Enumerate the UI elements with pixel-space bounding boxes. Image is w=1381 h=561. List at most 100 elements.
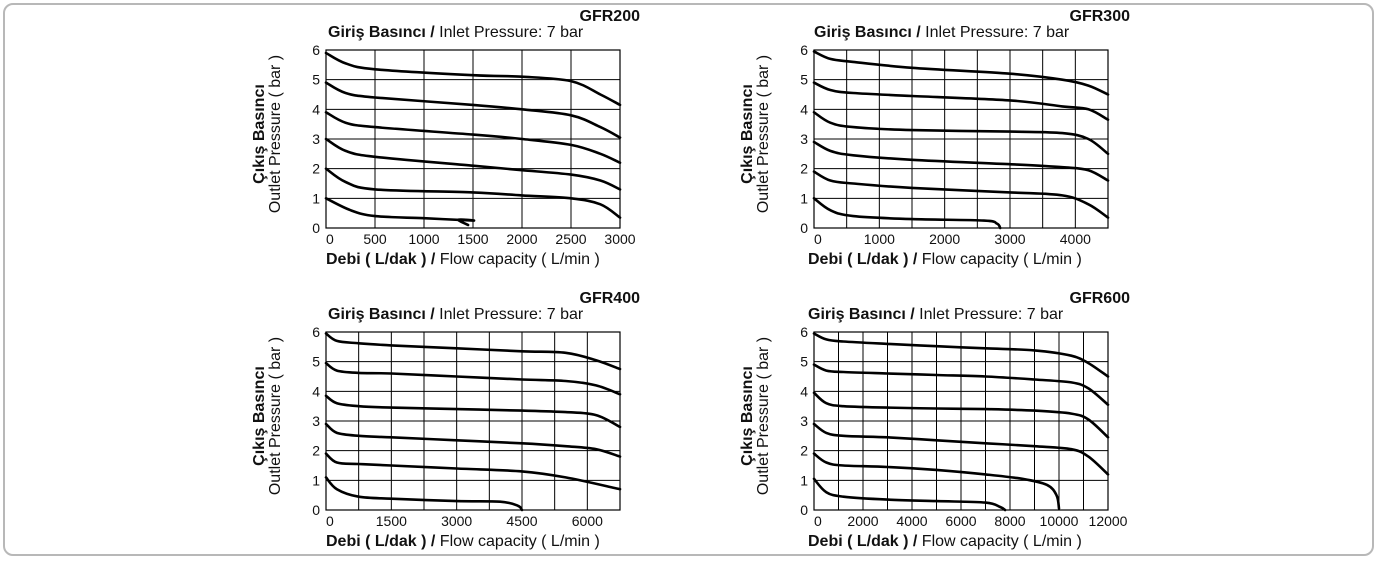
y-axis-label: Çıkış Basıncı Outlet Pressure ( bar ) — [739, 54, 772, 214]
y-tick-label: 5 — [312, 72, 320, 88]
series-line — [324, 111, 622, 164]
y-tick-label: 3 — [800, 131, 808, 147]
plot-frame — [813, 49, 1109, 229]
series-line — [812, 452, 1061, 510]
chart-svg: 0 1500 3000 4500 6000 0 1 2 3 4 5 6 — [312, 324, 622, 529]
y-tick-label: 4 — [800, 383, 808, 399]
y-tick-label: 2 — [800, 161, 808, 177]
x-tick-label: 2000 — [506, 231, 537, 247]
series-line — [324, 332, 622, 371]
y-tick-label: 1 — [800, 472, 808, 488]
series-line — [812, 363, 1110, 406]
x-tick-label: 0 — [326, 231, 334, 247]
y-tick-label: 6 — [800, 42, 808, 58]
series-line — [812, 140, 1110, 182]
x-tick-label: 500 — [363, 231, 387, 247]
series-line — [324, 167, 622, 219]
chart-svg: 0 500 1000 1500 2000 2500 3000 0 1 2 3 4 5 6 — [312, 42, 636, 247]
series-line — [324, 51, 622, 107]
chart-subtitle: Giriş Basıncı / Inlet Pressure: 7 bar — [808, 306, 1064, 323]
series-line — [324, 422, 622, 458]
x-tick-label: 4500 — [506, 513, 537, 529]
series-line — [812, 391, 1110, 439]
x-axis-label: Debi ( L/dak ) / Flow capacity ( L/min ) — [326, 251, 600, 268]
x-tick-label: 4000 — [896, 513, 927, 529]
y-tick-label: 3 — [800, 413, 808, 429]
x-tick-label: 1500 — [457, 231, 488, 247]
x-axis-label: Debi ( L/dak ) / Flow capacity ( L/min ) — [808, 533, 1082, 550]
x-tick-label: 6000 — [945, 513, 976, 529]
chart-gfr200: 0 500 1000 1500 2000 2500 3000 0 1 2 3 4 5 6 GFR200 G… — [251, 6, 712, 276]
y-tick-label: 5 — [800, 354, 808, 370]
y-axis-label: Çıkış Basıncı Outlet Pressure ( bar ) — [739, 336, 772, 496]
y-tick-label: 2 — [312, 443, 320, 459]
y-tick-label: 2 — [800, 443, 808, 459]
chart-subtitle: Giriş Basıncı / Inlet Pressure: 7 bar — [328, 24, 584, 41]
y-tick-label: 6 — [800, 324, 808, 340]
x-tick-label: 6000 — [572, 513, 603, 529]
x-tick-label: 2000 — [847, 513, 878, 529]
series-line — [812, 422, 1110, 476]
y-tick-label: 4 — [800, 101, 808, 117]
chart-gfr400: 0 1500 3000 4500 6000 0 1 2 3 4 5 6 GFR400 Giriş Ba… — [251, 288, 712, 558]
series-line — [812, 81, 1110, 121]
x-tick-label: 2500 — [555, 231, 586, 247]
y-tick-label: 4 — [312, 101, 320, 117]
series-line — [812, 197, 1002, 230]
x-axis-label: Debi ( L/dak ) / Flow capacity ( L/min ) — [808, 251, 1082, 268]
x-tick-label: 1000 — [408, 231, 439, 247]
chart-gfr600: 0 2000 4000 6000 8000 10000 12000 0 1 2 3 4 5 6 GFR60… — [739, 288, 1200, 558]
series-line — [324, 394, 622, 429]
y-tick-label: 3 — [312, 131, 320, 147]
series-line — [812, 170, 1110, 219]
y-axis-label: Çıkış Basıncı Outlet Pressure ( bar ) — [251, 54, 284, 214]
chart-title: GFR200 — [579, 8, 640, 25]
chart-subtitle: Giriş Basıncı / Inlet Pressure: 7 bar — [328, 306, 584, 323]
chart-title: GFR600 — [1069, 290, 1130, 307]
y-tick-label: 5 — [312, 354, 320, 370]
series-line — [812, 50, 1110, 96]
chart-title: GFR400 — [579, 290, 640, 307]
chart-svg: 0 2000 4000 6000 8000 10000 12000 0 1 2 3 4 5 6 — [800, 324, 1128, 529]
y-tick-label: 6 — [312, 42, 320, 58]
y-tick-label: 0 — [312, 220, 320, 236]
x-tick-label: 0 — [326, 513, 334, 529]
x-tick-label: 1500 — [376, 513, 407, 529]
series-line — [812, 477, 1007, 512]
y-tick-label: 1 — [800, 190, 808, 206]
plot-frame — [325, 331, 621, 511]
series-line — [324, 137, 622, 191]
x-tick-label: 1000 — [864, 231, 895, 247]
x-tick-label: 3000 — [994, 231, 1025, 247]
series-line — [324, 361, 622, 396]
x-tick-label: 8000 — [994, 513, 1025, 529]
x-tick-label: 2000 — [929, 231, 960, 247]
x-tick-label: 12000 — [1089, 513, 1128, 529]
x-tick-label: 0 — [814, 231, 822, 247]
y-tick-label: 5 — [800, 72, 808, 88]
page-frame — [3, 3, 1374, 556]
y-tick-label: 6 — [312, 324, 320, 340]
x-tick-label: 0 — [814, 513, 822, 529]
y-tick-label: 4 — [312, 383, 320, 399]
series-line — [324, 81, 622, 139]
x-tick-label: 10000 — [1040, 513, 1079, 529]
chart-title: GFR300 — [1069, 8, 1130, 25]
series-line — [812, 111, 1110, 156]
y-tick-label: 0 — [312, 502, 320, 518]
chart-subtitle: Giriş Basıncı / Inlet Pressure: 7 bar — [814, 24, 1070, 41]
series-line — [324, 197, 476, 227]
series-line — [812, 332, 1110, 378]
y-tick-label: 3 — [312, 413, 320, 429]
x-tick-label: 4000 — [1060, 231, 1091, 247]
plot-frame — [813, 331, 1109, 511]
y-tick-label: 0 — [800, 502, 808, 518]
x-tick-label: 3000 — [441, 513, 472, 529]
x-tick-label: 3000 — [604, 231, 635, 247]
x-axis-label: Debi ( L/dak ) / Flow capacity ( L/min ) — [326, 533, 600, 550]
y-tick-label: 1 — [312, 190, 320, 206]
series-line — [324, 452, 622, 491]
y-tick-label: 0 — [800, 220, 808, 236]
y-axis-label: Çıkış Basıncı Outlet Pressure ( bar ) — [251, 336, 284, 496]
y-tick-label: 1 — [312, 472, 320, 488]
